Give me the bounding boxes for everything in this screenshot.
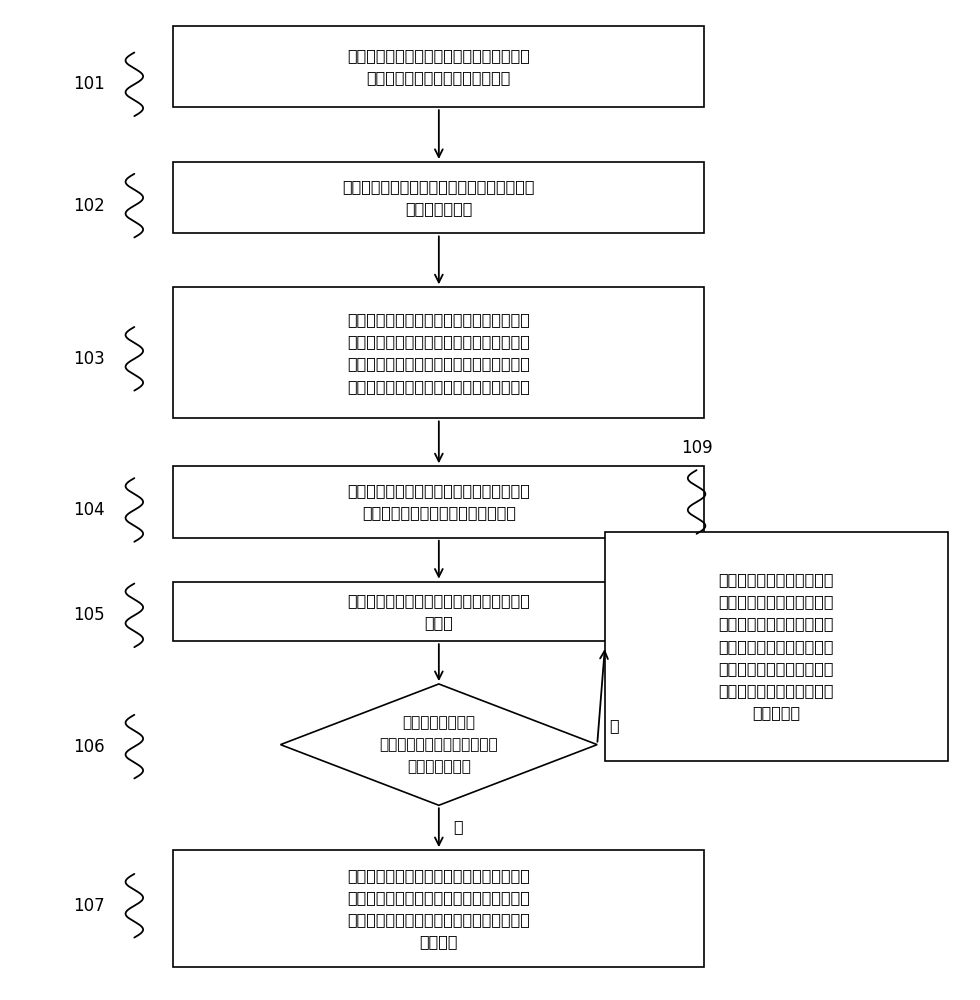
Text: 所述被叫终端设备
确定与所述主叫终端设备之间
的通话是否保持: 所述被叫终端设备 确定与所述主叫终端设备之间 的通话是否保持 (379, 715, 498, 774)
Bar (173, 582, 705, 641)
Text: 被叫终端设备确定所述主叫终端设备标识是否
是未知终端标识: 被叫终端设备确定所述主叫终端设备标识是否 是未知终端标识 (343, 179, 535, 216)
Text: 104: 104 (74, 501, 105, 519)
Text: 是: 是 (454, 819, 464, 834)
Text: 105: 105 (74, 606, 105, 624)
Text: 103: 103 (74, 350, 105, 368)
Text: 所述被叫终端设备向所述被
叫用户提示有未接来电并将
所述文字信息显示给所述被
叫用户，以使所述被叫用户
根据所述文字信息确定是否
将所述主叫终端设备标识加
入白: 所述被叫终端设备向所述被 叫用户提示有未接来电并将 所述文字信息显示给所述被 叫… (718, 572, 834, 720)
Bar (173, 26, 705, 107)
Text: 所述被叫终端设备接收所述主叫终端设备根
据所述录音提示信息发送的语音信息: 所述被叫终端设备接收所述主叫终端设备根 据所述录音提示信息发送的语音信息 (347, 483, 530, 521)
Text: 109: 109 (681, 439, 712, 457)
Text: 101: 101 (74, 75, 105, 93)
Text: 若保持，则所述被叫终端设备进行振铃流程
并将所述文字信息显示给被叫用户，以使所
述被叫用户根据所述文字信息确定是否接听
本次呼叫: 若保持，则所述被叫终端设备进行振铃流程 并将所述文字信息显示给被叫用户，以使所 … (347, 868, 530, 950)
Bar (173, 162, 705, 233)
Text: 107: 107 (74, 897, 105, 915)
Polygon shape (280, 684, 597, 805)
Text: 否: 否 (609, 718, 618, 733)
Bar (173, 850, 705, 967)
Text: 102: 102 (74, 197, 105, 215)
Bar (173, 287, 705, 418)
Text: 若是，则被叫终端设备屏蔽振铃流程、接通
本次呼叫，并向所述主叫终端设备发送录音
提示信息，以提示所述主叫终端设备本次呼
叫需要发送语音信息以征得被叫用户的同意: 若是，则被叫终端设备屏蔽振铃流程、接通 本次呼叫，并向所述主叫终端设备发送录音 … (347, 312, 530, 394)
Text: 所述被叫终端设备将所述语音信息转换为文
字信息: 所述被叫终端设备将所述语音信息转换为文 字信息 (347, 593, 530, 630)
Bar (605, 532, 948, 761)
Bar (173, 466, 705, 538)
Text: 106: 106 (74, 738, 105, 756)
Text: 被叫终端设备接收主叫终端设备发送的包含
主叫终端设备标识的呼叫请求消息: 被叫终端设备接收主叫终端设备发送的包含 主叫终端设备标识的呼叫请求消息 (347, 48, 530, 85)
